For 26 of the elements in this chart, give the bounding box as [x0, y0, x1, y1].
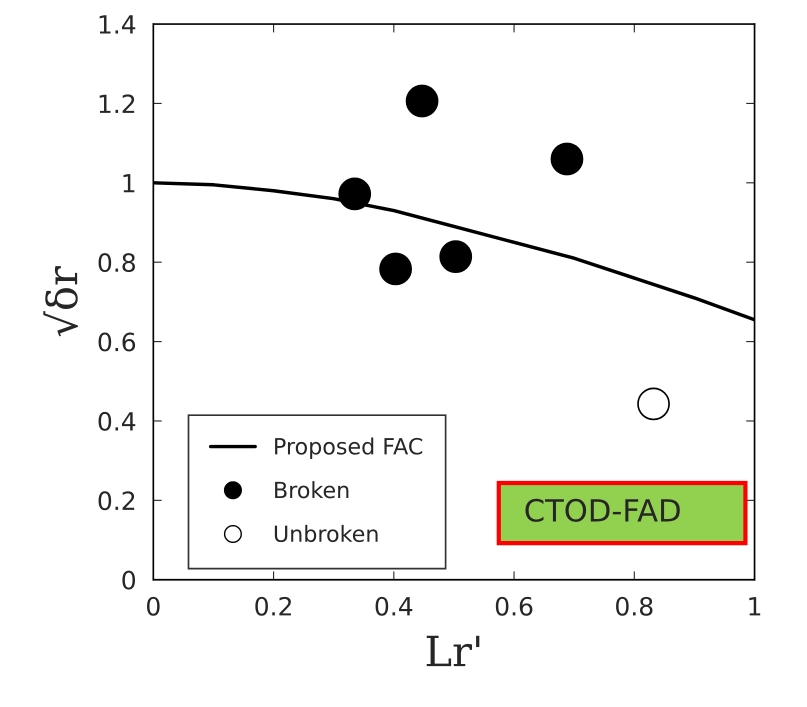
x-tick-label: 0.8 — [616, 596, 652, 616]
point — [379, 252, 412, 286]
point — [338, 178, 372, 210]
legend-label: Broken — [275, 481, 348, 498]
point — [637, 388, 670, 420]
x-tick-label: 0.4 — [376, 596, 412, 616]
y-tick-label: 1.4 — [100, 15, 136, 34]
point — [439, 240, 472, 273]
y-tick-label: 0.2 — [98, 491, 134, 510]
y-tick-label: 1 — [124, 174, 134, 192]
y-tick-label: 0.8 — [98, 253, 135, 272]
legend-label: Proposed FAC — [275, 437, 422, 459]
x-axis-title: Lr' — [426, 636, 480, 666]
y-axis-title: √δr — [43, 266, 78, 336]
y-tick-label: 0.6 — [98, 332, 136, 352]
x-tick-label: 0 — [147, 596, 160, 616]
y-tick-label: 1.2 — [100, 94, 134, 113]
y-tick-label: 0.4 — [98, 412, 136, 431]
y-tick-label: 0 — [122, 570, 136, 590]
annotation: CTOD-FAD — [525, 498, 680, 522]
x-tick-label: 1 — [749, 597, 760, 616]
x-tick-label: 0.6 — [496, 596, 532, 616]
point — [550, 142, 584, 176]
x-tick-label: 0.2 — [255, 596, 291, 616]
legend-label: Unbroken — [274, 524, 378, 542]
point — [406, 84, 438, 118]
